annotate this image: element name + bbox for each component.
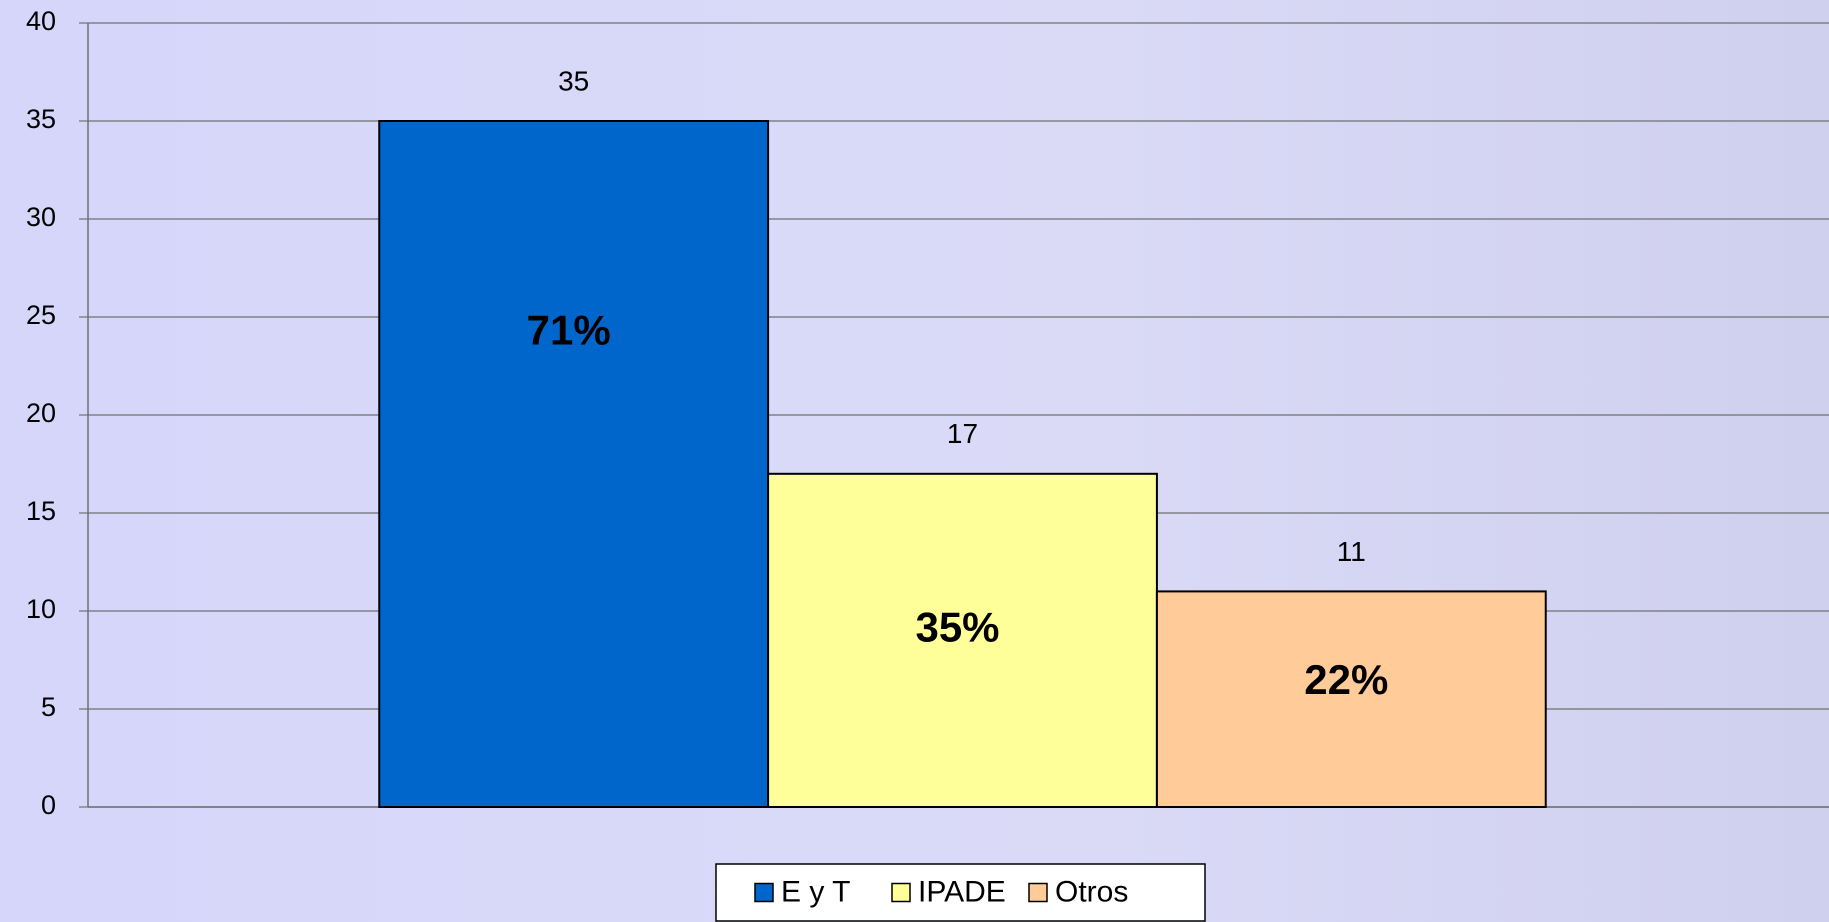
- y-tick-label: 40: [26, 6, 56, 36]
- share-label: 35%: [915, 603, 999, 650]
- y-tick-label: 10: [26, 594, 56, 624]
- bar: [378, 120, 770, 808]
- y-tick-label: 20: [26, 398, 56, 428]
- y-tick-label: 0: [41, 790, 56, 820]
- bar: [1155, 590, 1547, 809]
- y-tick-label: 25: [26, 300, 56, 330]
- bar: [767, 472, 1158, 808]
- legend-swatch: [1028, 882, 1048, 903]
- legend-label: Otros: [1055, 875, 1128, 908]
- legend-label: IPADE: [918, 875, 1006, 908]
- legend-swatch: [754, 882, 774, 903]
- legend-box: [715, 863, 1206, 922]
- legend-swatch: [891, 882, 911, 903]
- value-label: 11: [1337, 536, 1366, 567]
- share-label: 71%: [527, 307, 611, 354]
- y-tick-label: 15: [26, 496, 56, 526]
- legend-label: E y T: [781, 875, 850, 908]
- value-label: 17: [947, 418, 978, 449]
- y-tick-label: 5: [41, 692, 56, 722]
- share-label: 22%: [1304, 656, 1388, 703]
- y-tick-label: 30: [26, 202, 56, 232]
- value-label: 35: [558, 65, 589, 96]
- y-tick-label: 35: [26, 104, 56, 134]
